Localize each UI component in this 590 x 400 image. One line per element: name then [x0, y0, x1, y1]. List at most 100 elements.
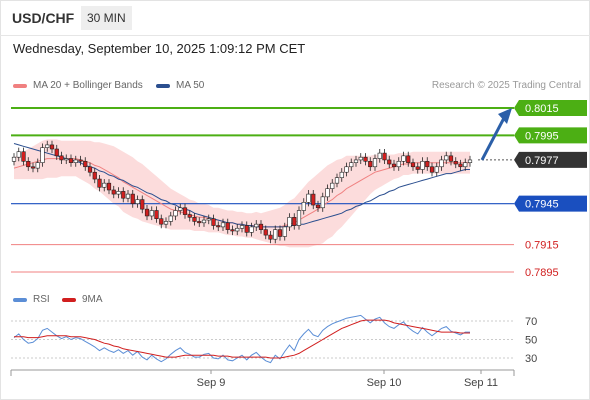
candle-body [306, 193, 311, 203]
candle-body [334, 177, 340, 184]
candle-body [140, 199, 145, 210]
candle-body [429, 166, 435, 173]
candle [59, 151, 64, 165]
candle [406, 151, 411, 167]
candle [368, 157, 373, 171]
candle [64, 154, 69, 165]
candle-body [467, 159, 473, 163]
candle-body [463, 162, 468, 168]
candle-body [16, 151, 21, 158]
candle [349, 158, 354, 171]
candle [220, 218, 226, 231]
candle [315, 200, 321, 212]
candle [296, 206, 302, 230]
ma50-swatch [156, 83, 170, 88]
ma20-swatch [13, 83, 27, 88]
rsi-ma-line [14, 319, 470, 359]
candle-body [64, 158, 69, 161]
candle-body [211, 218, 216, 226]
candle-body [244, 225, 249, 233]
candle-body [83, 161, 88, 168]
level-tag-1: 0.7995 [525, 130, 559, 142]
candle [448, 151, 454, 166]
candle-body [225, 222, 230, 230]
candle-body [325, 188, 330, 198]
candle-body [434, 166, 439, 173]
legend-rsi-ma-label: 9MA [82, 294, 103, 305]
candle [106, 179, 112, 195]
candle [415, 162, 420, 174]
candle [420, 157, 425, 174]
candle-body [349, 162, 354, 168]
candle [254, 220, 259, 231]
candle-body [45, 144, 50, 148]
candle [83, 157, 88, 171]
candle [292, 213, 297, 230]
candle [182, 203, 188, 219]
legend-rsi-ma: 9MA [62, 294, 103, 305]
candle [425, 157, 430, 171]
candle [49, 140, 55, 154]
candle-body [353, 159, 359, 163]
candle-body [301, 202, 306, 211]
candle-body [68, 158, 74, 163]
research-credit: Research © 2025 Trading Central [431, 80, 581, 91]
candle [439, 155, 444, 171]
candle-body [192, 217, 197, 222]
candle-body [268, 234, 273, 240]
rsi-line [13, 314, 470, 364]
level-tag-bg-1 [514, 127, 587, 144]
level-tags: 0.8015 0.7995 0.7977 0.7945 0.7915 0.7895 [514, 100, 587, 279]
candles [11, 140, 473, 244]
chart-header: USD/CHF 30 MIN [0, 0, 590, 36]
candle-body [78, 159, 83, 162]
candle-body [391, 163, 397, 168]
timeframe-selector[interactable]: 30 MIN [81, 6, 132, 30]
level-tag-bg-0 [514, 100, 587, 116]
candle [211, 214, 216, 230]
legend-rsi-label: RSI [33, 294, 50, 305]
candle [277, 225, 283, 241]
rsi-swatch [13, 297, 27, 302]
candle-body [178, 207, 183, 211]
candle [258, 220, 264, 234]
arrow-shaft [480, 117, 506, 161]
candle [353, 155, 359, 167]
candle-body [387, 159, 392, 165]
candle [116, 187, 121, 199]
legend-ma20-label: MA 20 + Bollinger Bands [33, 80, 143, 91]
candle-body [377, 152, 382, 159]
candle [140, 195, 145, 214]
candle [144, 205, 150, 221]
candle [273, 225, 278, 244]
candle-body [458, 163, 463, 168]
candle [401, 151, 406, 166]
candle [21, 147, 26, 166]
candle [467, 155, 473, 167]
candle [130, 190, 135, 208]
candle-body [187, 214, 192, 218]
candle [35, 158, 40, 173]
candle [121, 187, 126, 203]
level-tag-bg-3 [514, 195, 587, 212]
candle-body [453, 161, 458, 165]
candle [16, 147, 21, 162]
candle-body [130, 193, 135, 204]
candle-body [410, 162, 416, 168]
candle-body [439, 159, 444, 168]
candle [73, 155, 78, 167]
candle [149, 206, 154, 221]
rsi-tick-2: 30 [525, 353, 537, 365]
projection-arrow [480, 108, 512, 161]
candle-body [344, 166, 349, 173]
candle-body [11, 156, 17, 162]
arrow-head [498, 108, 512, 124]
candle-body [40, 147, 45, 163]
candle [97, 174, 102, 192]
candle-body [258, 223, 264, 230]
candle [282, 222, 287, 241]
candle-body [106, 182, 112, 191]
candle-body [406, 155, 411, 163]
candle-body [401, 155, 406, 162]
candle [135, 195, 140, 208]
